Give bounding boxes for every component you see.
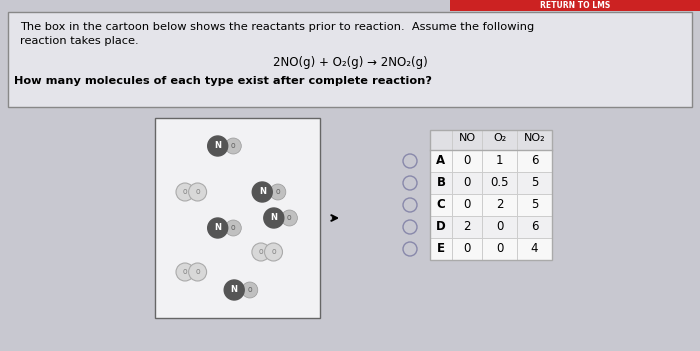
Text: 0: 0 bbox=[496, 243, 503, 256]
FancyBboxPatch shape bbox=[430, 194, 552, 216]
Text: o: o bbox=[276, 187, 280, 197]
Circle shape bbox=[265, 243, 283, 261]
Text: o: o bbox=[183, 187, 188, 197]
Text: A: A bbox=[436, 154, 446, 167]
Text: C: C bbox=[437, 199, 445, 212]
Text: 0: 0 bbox=[496, 220, 503, 233]
Text: The box in the cartoon below shows the reactants prior to reaction.  Assume the : The box in the cartoon below shows the r… bbox=[20, 22, 534, 32]
Text: NO: NO bbox=[458, 133, 475, 143]
Text: N: N bbox=[270, 213, 277, 223]
Text: o: o bbox=[195, 187, 200, 197]
Text: E: E bbox=[437, 243, 445, 256]
Text: 0: 0 bbox=[463, 154, 470, 167]
Text: B: B bbox=[437, 177, 445, 190]
FancyBboxPatch shape bbox=[430, 172, 552, 194]
FancyBboxPatch shape bbox=[8, 12, 692, 107]
Text: 1: 1 bbox=[496, 154, 503, 167]
Circle shape bbox=[252, 182, 272, 202]
Circle shape bbox=[241, 282, 258, 298]
Text: 2: 2 bbox=[463, 220, 470, 233]
Text: N: N bbox=[214, 141, 221, 151]
Circle shape bbox=[188, 263, 206, 281]
Text: o: o bbox=[231, 141, 236, 151]
Circle shape bbox=[225, 220, 241, 236]
Text: N: N bbox=[231, 285, 238, 294]
Text: o: o bbox=[258, 247, 263, 257]
Circle shape bbox=[252, 243, 270, 261]
Text: How many molecules of each type exist after complete reaction?: How many molecules of each type exist af… bbox=[14, 76, 432, 86]
Text: 0: 0 bbox=[463, 199, 470, 212]
Text: 6: 6 bbox=[531, 220, 538, 233]
Circle shape bbox=[176, 183, 194, 201]
Circle shape bbox=[225, 138, 241, 154]
Text: 2: 2 bbox=[496, 199, 503, 212]
Circle shape bbox=[270, 184, 286, 200]
FancyBboxPatch shape bbox=[430, 216, 552, 238]
Text: 2NO(g) + O₂(g) → 2NO₂(g): 2NO(g) + O₂(g) → 2NO₂(g) bbox=[272, 56, 428, 69]
Text: o: o bbox=[271, 247, 276, 257]
FancyBboxPatch shape bbox=[430, 150, 552, 172]
Text: o: o bbox=[231, 224, 236, 232]
Text: 4: 4 bbox=[531, 243, 538, 256]
Text: o: o bbox=[195, 267, 200, 277]
Circle shape bbox=[281, 210, 298, 226]
Text: 0: 0 bbox=[463, 243, 470, 256]
FancyBboxPatch shape bbox=[430, 238, 552, 260]
FancyBboxPatch shape bbox=[155, 118, 320, 318]
Circle shape bbox=[188, 183, 206, 201]
Text: 0: 0 bbox=[463, 177, 470, 190]
FancyBboxPatch shape bbox=[430, 130, 552, 150]
Text: reaction takes place.: reaction takes place. bbox=[20, 36, 139, 46]
Text: 5: 5 bbox=[531, 177, 538, 190]
Text: N: N bbox=[214, 224, 221, 232]
Circle shape bbox=[208, 218, 228, 238]
Text: RETURN TO LMS: RETURN TO LMS bbox=[540, 1, 610, 10]
Text: o: o bbox=[248, 285, 252, 294]
Circle shape bbox=[208, 136, 228, 156]
Text: o: o bbox=[183, 267, 188, 277]
Text: N: N bbox=[259, 187, 266, 197]
Text: O₂: O₂ bbox=[493, 133, 506, 143]
Text: o: o bbox=[287, 213, 292, 223]
Circle shape bbox=[264, 208, 284, 228]
Text: 5: 5 bbox=[531, 199, 538, 212]
Text: D: D bbox=[436, 220, 446, 233]
Text: 0.5: 0.5 bbox=[490, 177, 509, 190]
Circle shape bbox=[224, 280, 244, 300]
FancyBboxPatch shape bbox=[450, 0, 700, 11]
Text: NO₂: NO₂ bbox=[524, 133, 545, 143]
Text: 6: 6 bbox=[531, 154, 538, 167]
Circle shape bbox=[176, 263, 194, 281]
